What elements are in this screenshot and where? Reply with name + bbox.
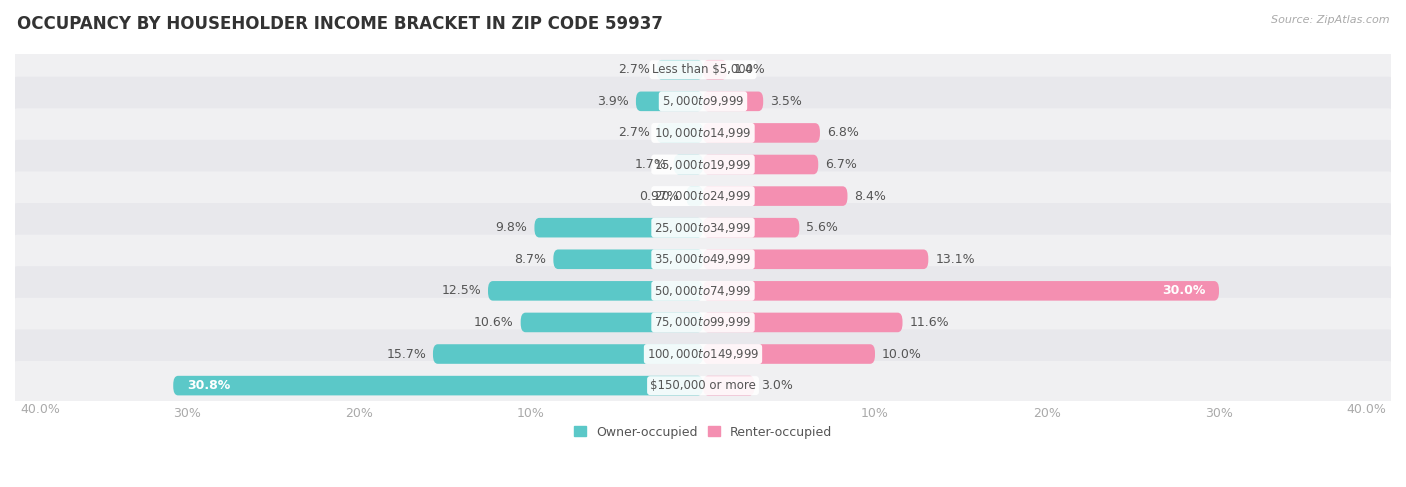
FancyBboxPatch shape xyxy=(10,108,1396,158)
FancyBboxPatch shape xyxy=(10,266,1396,316)
FancyBboxPatch shape xyxy=(10,203,1396,252)
Text: 6.8%: 6.8% xyxy=(827,127,859,139)
Text: $150,000 or more: $150,000 or more xyxy=(650,379,756,392)
Text: 3.0%: 3.0% xyxy=(762,379,793,392)
Text: 13.1%: 13.1% xyxy=(935,253,974,266)
Text: 40.0%: 40.0% xyxy=(20,403,60,416)
FancyBboxPatch shape xyxy=(703,123,820,143)
Text: $75,000 to $99,999: $75,000 to $99,999 xyxy=(654,316,752,329)
FancyBboxPatch shape xyxy=(703,187,848,206)
Text: OCCUPANCY BY HOUSEHOLDER INCOME BRACKET IN ZIP CODE 59937: OCCUPANCY BY HOUSEHOLDER INCOME BRACKET … xyxy=(17,15,662,33)
FancyBboxPatch shape xyxy=(10,171,1396,221)
Text: 10.0%: 10.0% xyxy=(882,348,922,360)
Text: 2.7%: 2.7% xyxy=(617,127,650,139)
Text: $15,000 to $19,999: $15,000 to $19,999 xyxy=(654,157,752,171)
Text: 3.5%: 3.5% xyxy=(770,95,801,108)
Text: 0.97%: 0.97% xyxy=(640,189,679,203)
Text: 10.6%: 10.6% xyxy=(474,316,513,329)
Text: 2.7%: 2.7% xyxy=(617,63,650,76)
Text: $100,000 to $149,999: $100,000 to $149,999 xyxy=(647,347,759,361)
FancyBboxPatch shape xyxy=(10,76,1396,126)
FancyBboxPatch shape xyxy=(703,281,1219,300)
FancyBboxPatch shape xyxy=(554,249,703,269)
FancyBboxPatch shape xyxy=(10,140,1396,189)
Text: 40.0%: 40.0% xyxy=(1346,403,1386,416)
FancyBboxPatch shape xyxy=(657,123,703,143)
FancyBboxPatch shape xyxy=(703,249,928,269)
FancyBboxPatch shape xyxy=(433,344,703,364)
FancyBboxPatch shape xyxy=(703,155,818,174)
Text: Less than $5,000: Less than $5,000 xyxy=(652,63,754,76)
FancyBboxPatch shape xyxy=(10,45,1396,94)
Text: 3.9%: 3.9% xyxy=(598,95,628,108)
Legend: Owner-occupied, Renter-occupied: Owner-occupied, Renter-occupied xyxy=(568,421,838,444)
FancyBboxPatch shape xyxy=(703,60,727,79)
Text: 6.7%: 6.7% xyxy=(825,158,858,171)
Text: 30.8%: 30.8% xyxy=(187,379,231,392)
Text: $50,000 to $74,999: $50,000 to $74,999 xyxy=(654,284,752,298)
Text: 11.6%: 11.6% xyxy=(910,316,949,329)
FancyBboxPatch shape xyxy=(686,187,703,206)
FancyBboxPatch shape xyxy=(657,60,703,79)
FancyBboxPatch shape xyxy=(703,344,875,364)
Text: $10,000 to $14,999: $10,000 to $14,999 xyxy=(654,126,752,140)
Text: 8.4%: 8.4% xyxy=(855,189,886,203)
Text: 1.4%: 1.4% xyxy=(734,63,766,76)
FancyBboxPatch shape xyxy=(10,235,1396,284)
FancyBboxPatch shape xyxy=(703,92,763,111)
Text: 1.7%: 1.7% xyxy=(636,158,666,171)
Text: 12.5%: 12.5% xyxy=(441,284,481,298)
FancyBboxPatch shape xyxy=(636,92,703,111)
Text: $5,000 to $9,999: $5,000 to $9,999 xyxy=(662,94,744,108)
FancyBboxPatch shape xyxy=(173,376,703,395)
Text: $25,000 to $34,999: $25,000 to $34,999 xyxy=(654,221,752,235)
Text: 5.6%: 5.6% xyxy=(806,221,838,234)
FancyBboxPatch shape xyxy=(10,329,1396,379)
Text: 15.7%: 15.7% xyxy=(387,348,426,360)
Text: 8.7%: 8.7% xyxy=(515,253,547,266)
FancyBboxPatch shape xyxy=(534,218,703,238)
Text: $35,000 to $49,999: $35,000 to $49,999 xyxy=(654,252,752,266)
FancyBboxPatch shape xyxy=(10,361,1396,410)
Text: Source: ZipAtlas.com: Source: ZipAtlas.com xyxy=(1271,15,1389,25)
FancyBboxPatch shape xyxy=(520,313,703,332)
Text: $20,000 to $24,999: $20,000 to $24,999 xyxy=(654,189,752,203)
FancyBboxPatch shape xyxy=(488,281,703,300)
Text: 9.8%: 9.8% xyxy=(496,221,527,234)
Text: 30.0%: 30.0% xyxy=(1161,284,1205,298)
FancyBboxPatch shape xyxy=(673,155,703,174)
FancyBboxPatch shape xyxy=(703,313,903,332)
FancyBboxPatch shape xyxy=(10,298,1396,347)
FancyBboxPatch shape xyxy=(703,376,755,395)
FancyBboxPatch shape xyxy=(703,218,800,238)
